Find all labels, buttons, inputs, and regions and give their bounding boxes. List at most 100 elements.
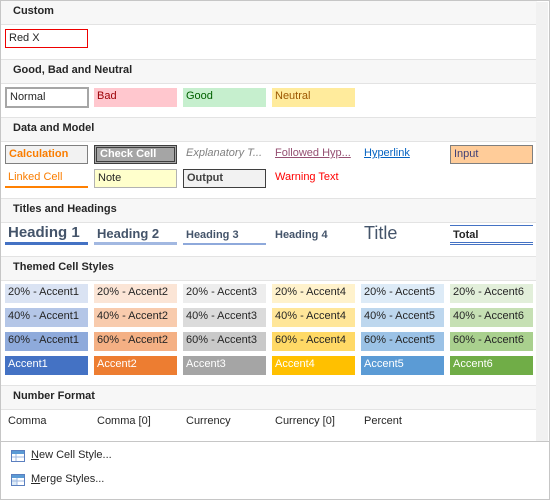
style-label: Note [98, 172, 122, 184]
new-cell-style-icon [11, 449, 25, 463]
style-input[interactable]: Input [450, 145, 533, 164]
style-20-accent6[interactable]: 20% - Accent6 [450, 284, 533, 303]
style-40-accent6[interactable]: 40% - Accent6 [450, 308, 533, 327]
style-title[interactable]: Title [361, 222, 444, 245]
style-currency-0[interactable]: Currency [0] [272, 413, 355, 432]
style-label: Warning Text [275, 171, 339, 183]
style-60-accent3[interactable]: 60% - Accent3 [183, 332, 266, 351]
style-label: Red X [9, 32, 40, 44]
style-label: Heading 3 [186, 229, 239, 241]
style-note[interactable]: Note [94, 169, 177, 188]
style-60-accent1[interactable]: 60% - Accent1 [5, 332, 88, 351]
style-accent6[interactable]: Accent6 [450, 356, 533, 375]
style-comma[interactable]: Comma [5, 413, 88, 432]
style-label: Bad [97, 90, 117, 102]
style-followed-hyperlink[interactable]: Followed Hyp... [272, 145, 355, 164]
style-heading-2[interactable]: Heading 2 [94, 225, 177, 245]
style-20-accent1[interactable]: 20% - Accent1 [5, 284, 88, 303]
style-label: Currency [0] [275, 415, 335, 427]
style-label: Total [453, 229, 479, 241]
section-header-themed-cell-styles: Themed Cell Styles [1, 256, 537, 281]
merge-styles-icon [11, 473, 25, 487]
style-output[interactable]: Output [183, 169, 266, 188]
style-20-accent3[interactable]: 20% - Accent3 [183, 284, 266, 303]
style-check-cell[interactable]: Check Cell [94, 145, 177, 164]
style-comma-0[interactable]: Comma [0] [94, 413, 177, 432]
style-red-x[interactable]: Red X [5, 29, 88, 48]
style-hyperlink[interactable]: Hyperlink [361, 145, 444, 164]
style-label: Good [186, 90, 213, 102]
style-label: 20% - Accent2 [97, 286, 168, 298]
merge-styles-text: erge Styles... [40, 473, 105, 485]
style-label: 40% - Accent2 [97, 310, 168, 322]
section-header-good-bad-neutral: Good, Bad and Neutral [1, 59, 537, 84]
style-label: Input [454, 148, 479, 160]
new-cell-style-label: New Cell Style... [31, 449, 112, 461]
style-20-accent2[interactable]: 20% - Accent2 [94, 284, 177, 303]
style-40-accent3[interactable]: 40% - Accent3 [183, 308, 266, 327]
style-label: Accent1 [8, 358, 48, 370]
gallery-footer: New Cell Style... Merge Styles... [1, 441, 549, 499]
style-percent[interactable]: Percent [361, 413, 444, 432]
style-accent1[interactable]: Accent1 [5, 356, 88, 375]
vertical-scrollbar[interactable] [536, 2, 548, 442]
style-good[interactable]: Good [183, 88, 266, 107]
style-label: 20% - Accent3 [186, 286, 257, 298]
style-60-accent2[interactable]: 60% - Accent2 [94, 332, 177, 351]
new-cell-style-command[interactable]: New Cell Style... [11, 445, 112, 465]
style-label: Followed Hyp... [275, 147, 351, 159]
style-explanatory-text[interactable]: Explanatory T... [183, 145, 266, 164]
style-label: Accent6 [453, 358, 493, 370]
style-label: 20% - Accent4 [275, 286, 346, 298]
style-accent2[interactable]: Accent2 [94, 356, 177, 375]
style-40-accent4[interactable]: 40% - Accent4 [272, 308, 355, 327]
style-20-accent4[interactable]: 20% - Accent4 [272, 284, 355, 303]
style-60-accent6[interactable]: 60% - Accent6 [450, 332, 533, 351]
section-title-titles-and-headings: Titles and Headings [13, 203, 117, 215]
style-accent5[interactable]: Accent5 [361, 356, 444, 375]
style-heading-3[interactable]: Heading 3 [183, 227, 266, 245]
style-accent3[interactable]: Accent3 [183, 356, 266, 375]
style-label: Comma [0] [97, 415, 151, 427]
section-title-custom: Custom [13, 5, 54, 17]
style-total[interactable]: Total [450, 225, 533, 245]
style-label: Explanatory T... [186, 147, 263, 159]
style-40-accent5[interactable]: 40% - Accent5 [361, 308, 444, 327]
section-title-themed-cell-styles: Themed Cell Styles [13, 261, 114, 273]
style-label: 20% - Accent6 [453, 286, 524, 298]
merge-styles-accelerator: M [31, 473, 41, 485]
style-warning-text[interactable]: Warning Text [272, 169, 355, 188]
style-20-accent5[interactable]: 20% - Accent5 [361, 284, 444, 303]
style-linked-cell[interactable]: Linked Cell [5, 169, 88, 188]
style-label: Accent5 [364, 358, 404, 370]
style-calculation[interactable]: Calculation [5, 145, 88, 164]
style-currency[interactable]: Currency [183, 413, 266, 432]
style-label: 40% - Accent6 [453, 310, 524, 322]
style-label: 40% - Accent4 [275, 310, 346, 322]
style-label: Title [364, 223, 398, 243]
merge-styles-command[interactable]: Merge Styles... [11, 469, 104, 489]
style-label: Comma [8, 415, 47, 427]
style-label: 60% - Accent4 [275, 334, 346, 346]
style-label: Accent3 [186, 358, 226, 370]
style-normal[interactable]: Normal [5, 87, 89, 108]
style-60-accent4[interactable]: 60% - Accent4 [272, 332, 355, 351]
style-label: Output [187, 172, 224, 184]
style-accent4[interactable]: Accent4 [272, 356, 355, 375]
style-bad[interactable]: Bad [94, 88, 177, 107]
style-label: Neutral [275, 90, 311, 102]
style-label: Accent2 [97, 358, 137, 370]
style-60-accent5[interactable]: 60% - Accent5 [361, 332, 444, 351]
style-40-accent1[interactable]: 40% - Accent1 [5, 308, 88, 327]
section-header-custom: Custom [1, 1, 537, 25]
style-heading-4[interactable]: Heading 4 [272, 227, 355, 245]
style-label: Calculation [9, 148, 69, 160]
style-label: 40% - Accent1 [8, 310, 79, 322]
style-neutral[interactable]: Neutral [272, 88, 355, 107]
style-label: Heading 2 [97, 226, 160, 241]
style-heading-1[interactable]: Heading 1 [5, 223, 88, 245]
style-label: 20% - Accent1 [8, 286, 79, 298]
section-title-number-format: Number Format [13, 390, 95, 402]
style-40-accent2[interactable]: 40% - Accent2 [94, 308, 177, 327]
